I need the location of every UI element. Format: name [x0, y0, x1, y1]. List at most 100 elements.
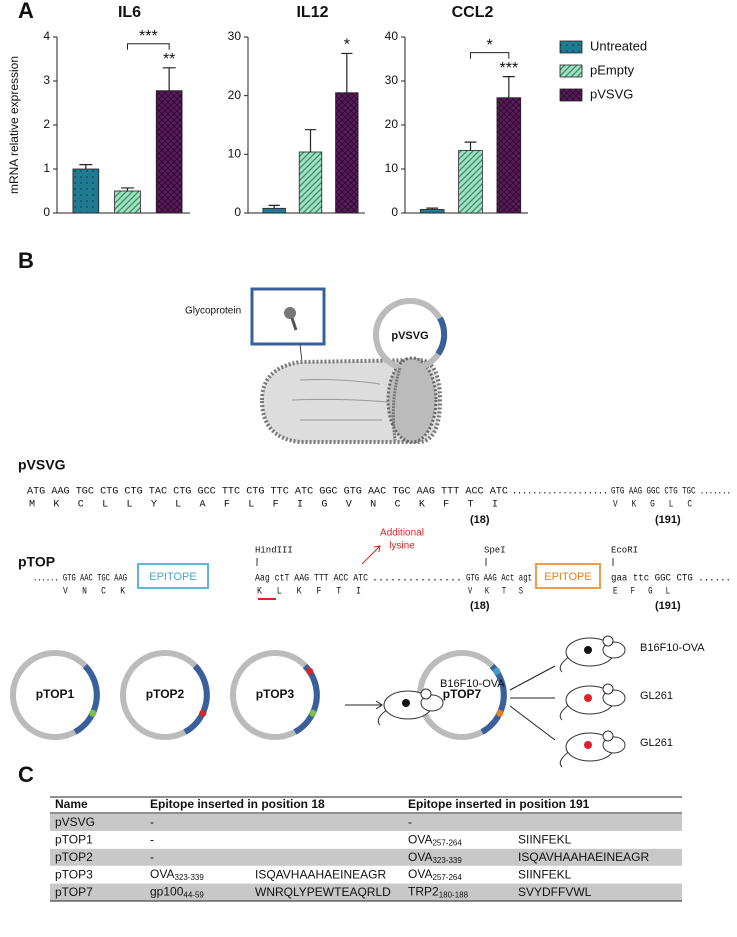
y-tick-label: 10 [385, 161, 399, 175]
dna-sequence: GTG AAG Act agt [466, 574, 532, 585]
table-cell: ISQAVHAAHAEINEAGR [255, 867, 386, 881]
position-label: (18) [470, 600, 490, 612]
bar [114, 190, 141, 214]
restriction-site: EcoRI [611, 545, 638, 555]
table-row-bg [50, 814, 682, 831]
table-cell: OVA257-264 [408, 833, 462, 848]
table-header: Epitope inserted in position 191 [408, 797, 590, 811]
bar [72, 168, 100, 214]
y-tick-label: 20 [228, 88, 242, 102]
chart-title: IL12 [296, 4, 328, 21]
arrow [509, 705, 556, 741]
legend-swatch [559, 40, 583, 54]
legend-label: pVSVG [590, 86, 633, 101]
chart-title: IL6 [118, 4, 141, 21]
y-tick-label: 4 [43, 29, 50, 43]
dna-sequence: ...... GTG AAC TGC AAG [33, 574, 127, 585]
legend-swatch [559, 88, 583, 102]
table-header: Name [55, 797, 88, 811]
cell-subscript: 323-339 [432, 856, 462, 865]
dna-sequence: ATG AAG TGC CTG CTG TAC CTG GCC TTC CTG … [27, 487, 508, 498]
mouse-ear [602, 730, 614, 742]
significance: * [344, 37, 350, 54]
bar [496, 97, 522, 214]
cell-text: TRP2 [408, 885, 439, 899]
bar [298, 151, 323, 214]
mouse-label: B16F10-OVA [640, 642, 705, 654]
mouse-label: B16F10-OVA [440, 678, 505, 690]
dna-sequence: Aag ctT AAG TTT ACC ATC [255, 574, 368, 585]
significance: *** [139, 28, 158, 45]
plasmid-label: pTOP1 [36, 687, 75, 701]
table-cell: pTOP3 [55, 867, 93, 881]
epitope-mark [493, 667, 501, 675]
table-cell: SIINFEKL [518, 867, 572, 881]
y-tick-label: 30 [228, 29, 242, 43]
mouse-ear [602, 683, 614, 695]
legend-label: pEmpty [590, 62, 635, 77]
panel-label: A [18, 0, 34, 23]
table-header: Epitope inserted in position 18 [150, 797, 325, 811]
protein-sequence: V N C K [63, 587, 125, 598]
cell-text: OVA [150, 867, 174, 881]
error-bar [79, 164, 93, 169]
chart-title: CCL2 [452, 4, 494, 21]
epitope-mark [496, 709, 504, 717]
arrow [509, 665, 556, 691]
y-tick-label: 10 [228, 147, 242, 161]
bar [262, 207, 286, 214]
arrow [345, 700, 383, 710]
plasmid-insert [73, 663, 100, 735]
restriction-site: SpeI [484, 545, 506, 555]
error-bar [162, 67, 176, 91]
cell-text: OVA [408, 833, 432, 847]
panel-label: C [18, 762, 34, 787]
table-cell: - [150, 833, 154, 847]
position-label: (191) [655, 514, 681, 526]
y-tick-label: 30 [385, 73, 399, 87]
table-row-bg [50, 848, 682, 866]
plasmid-insert [480, 663, 507, 735]
epitope-mark [309, 709, 317, 717]
dna-sequence: ................... [512, 487, 608, 498]
table-cell: gp10044-59 [150, 885, 204, 900]
y-tick-label: 0 [43, 205, 50, 219]
legend-label: Untreated [590, 38, 647, 53]
error-bar [502, 76, 515, 98]
lysine-arrow [361, 545, 381, 565]
error-bar [268, 204, 280, 209]
epitope-box [535, 563, 601, 589]
significance: *** [499, 60, 518, 77]
bar [458, 150, 483, 214]
mouse-ear [602, 635, 614, 647]
table-cell: pTOP2 [55, 850, 93, 864]
dna-sequence: ............... [372, 574, 462, 585]
glycoprotein-label: Glycoprotein [185, 306, 241, 317]
cell-subscript: 44-59 [183, 891, 204, 900]
table-cell: - [408, 815, 412, 829]
cell-subscript: 323-339 [174, 873, 204, 882]
plasmid-label: pTOP2 [146, 687, 185, 701]
epitope-label: EPITOPE [544, 571, 591, 583]
tumor [584, 741, 592, 749]
table-row-bg [50, 883, 682, 901]
y-tick-label: 40 [385, 29, 399, 43]
y-tick-label: 1 [43, 161, 50, 175]
y-tick-label: 20 [385, 117, 399, 131]
position-label: (18) [470, 514, 490, 526]
restriction-site: HindIII [255, 545, 293, 555]
plasmid-label: pTOP7 [443, 687, 482, 701]
cell-subscript: 257-264 [432, 839, 462, 848]
construct-label: pVSVG [18, 457, 66, 473]
y-tick-label: 3 [43, 73, 50, 87]
position-label: (191) [655, 600, 681, 612]
y-tick-label: 0 [391, 205, 398, 219]
bar [335, 92, 359, 214]
epitope-mark [306, 667, 314, 675]
table-cell: SIINFEKL [518, 833, 572, 847]
mouse-ear [420, 688, 432, 700]
cell-subscript: 180-188 [439, 891, 469, 900]
significance-bracket [470, 52, 510, 59]
annotation: Additional [380, 528, 424, 539]
